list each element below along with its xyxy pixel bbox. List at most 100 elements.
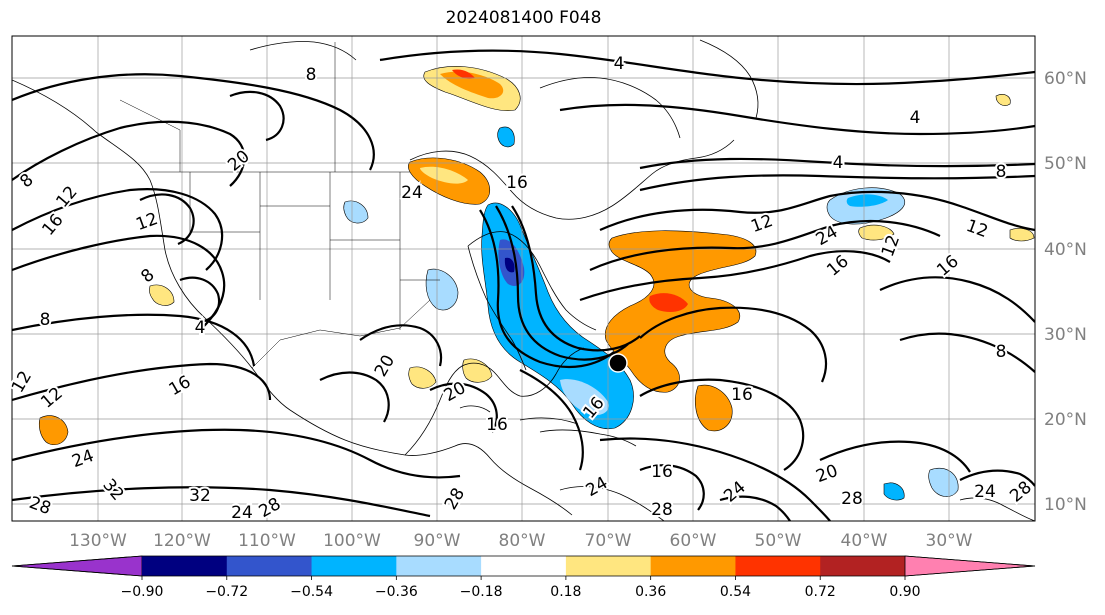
colorbar-tick-label: −0.18 bbox=[460, 584, 503, 600]
contour-label: 24 bbox=[720, 477, 749, 506]
longitude-labels: 130°W 120°W 110°W 100°W 90°W 80°W 70°W 60°W 50°W… bbox=[69, 531, 973, 551]
contour-label: 4 bbox=[833, 153, 844, 173]
contour-label: 12 bbox=[52, 182, 81, 211]
shaded-region bbox=[649, 293, 688, 312]
contour-label: 16 bbox=[506, 173, 528, 193]
colorbar-extend-high bbox=[904, 555, 1036, 577]
shaded-region bbox=[883, 482, 905, 501]
contour-label: 28 bbox=[651, 500, 673, 520]
contour-label: 20 bbox=[441, 378, 470, 406]
contour-label: 20 bbox=[224, 146, 253, 175]
gridlines bbox=[12, 36, 1035, 521]
contour-label: 24 bbox=[813, 222, 842, 250]
contour-label: 24 bbox=[231, 503, 253, 523]
storm-center-marker bbox=[608, 353, 628, 373]
colorbar-segment bbox=[735, 556, 821, 576]
contour-label: 16 bbox=[731, 385, 753, 405]
contour-label: 4 bbox=[614, 54, 625, 74]
longitude-label: 50°W bbox=[755, 531, 802, 551]
contour-label: 8 bbox=[16, 170, 37, 192]
contour-label: 8 bbox=[996, 162, 1007, 182]
shaded-region bbox=[995, 94, 1011, 106]
contour-label: 28 bbox=[256, 494, 285, 522]
longitude-label: 70°W bbox=[585, 531, 632, 551]
contour-label: 8 bbox=[40, 310, 51, 330]
latitude-label: 60°N bbox=[1044, 69, 1087, 89]
colorbar-tick-label: −0.54 bbox=[290, 584, 333, 600]
latitude-labels: 60°N 50°N 40°N 30°N 20°N 10°N bbox=[1044, 69, 1087, 515]
shaded-region bbox=[604, 230, 757, 393]
contour-label: 12 bbox=[748, 211, 775, 237]
contour-label: 24 bbox=[401, 183, 423, 203]
colorbar-tick-label: −0.90 bbox=[121, 584, 164, 600]
contour-label: 8 bbox=[996, 342, 1007, 362]
colorbar-tick-label: −0.36 bbox=[375, 584, 418, 600]
colorbar-tick-label: 0.90 bbox=[889, 584, 920, 600]
colorbar-segment bbox=[226, 556, 313, 576]
colorbar-tick-label: 0.72 bbox=[805, 584, 836, 600]
latitude-label: 40°N bbox=[1044, 240, 1087, 260]
shaded-region bbox=[504, 257, 515, 273]
contour-label: 32 bbox=[98, 475, 127, 504]
colorbar-segment bbox=[820, 556, 906, 576]
latitude-label: 20°N bbox=[1044, 410, 1087, 430]
contour-label: 4 bbox=[910, 108, 921, 128]
shaded-region bbox=[1009, 228, 1035, 242]
contour-label: 24 bbox=[974, 482, 996, 502]
contour-label: 16 bbox=[486, 415, 508, 435]
longitude-label: 30°W bbox=[926, 531, 973, 551]
latitude-label: 50°N bbox=[1044, 154, 1087, 174]
colorbar-tick-labels: −0.90 −0.72 −0.54 −0.36 −0.18 0.18 0.36 0.54 0.7… bbox=[121, 576, 921, 600]
contour-label: 20 bbox=[813, 461, 840, 487]
colorbar-segment bbox=[565, 556, 652, 576]
longitude-label: 80°W bbox=[499, 531, 546, 551]
shaded-region bbox=[928, 468, 959, 497]
shaded-region bbox=[846, 194, 888, 207]
colorbar-tick-label: 0.36 bbox=[635, 584, 666, 600]
shaded-field-layer bbox=[38, 66, 1035, 501]
shaded-region bbox=[343, 200, 369, 224]
contour-label: 4 bbox=[195, 318, 206, 338]
contour-label: 8 bbox=[306, 65, 317, 85]
contour-label: 24 bbox=[583, 473, 612, 501]
contour-label: 16 bbox=[933, 251, 962, 280]
colorbar-segment bbox=[142, 556, 228, 576]
shaded-region bbox=[420, 166, 468, 184]
contour-label: 20 bbox=[371, 352, 399, 381]
colorbar-segment bbox=[396, 556, 482, 576]
colorbar bbox=[11, 555, 1036, 577]
colorbar-extend-low bbox=[11, 555, 143, 577]
shaded-region bbox=[462, 358, 493, 383]
latitude-label: 10°N bbox=[1044, 495, 1087, 515]
contour-lines bbox=[12, 49, 1035, 521]
longitude-label: 110°W bbox=[238, 531, 296, 551]
latitude-label: 30°N bbox=[1044, 325, 1087, 345]
contour-label: 12 bbox=[37, 383, 66, 412]
colorbar-segment bbox=[311, 556, 397, 576]
contour-label: 28 bbox=[441, 485, 469, 514]
longitude-label: 40°W bbox=[841, 531, 888, 551]
longitude-label: 130°W bbox=[69, 531, 127, 551]
contour-label: 12 bbox=[963, 216, 990, 242]
shaded-region bbox=[858, 224, 895, 241]
map-frame bbox=[11, 35, 1036, 522]
shaded-region bbox=[695, 384, 733, 432]
political-borders bbox=[119, 42, 440, 369]
shaded-region bbox=[452, 69, 475, 79]
colorbar-segment bbox=[650, 556, 736, 576]
longitude-label: 90°W bbox=[414, 531, 461, 551]
longitude-label: 120°W bbox=[153, 531, 211, 551]
colorbar-tick-label: 0.18 bbox=[550, 584, 581, 600]
contour-label: 8 bbox=[137, 265, 158, 287]
contour-label: 28 bbox=[841, 489, 863, 509]
contour-label: 16 bbox=[823, 251, 852, 280]
shaded-region bbox=[38, 415, 69, 445]
longitude-label: 60°W bbox=[670, 531, 717, 551]
contour-label: 12 bbox=[133, 209, 160, 235]
contour-label: 16 bbox=[651, 462, 673, 482]
map-title: 2024081400 F048 bbox=[445, 8, 602, 28]
shaded-region bbox=[560, 379, 609, 416]
colorbar-segment bbox=[481, 556, 567, 576]
shaded-region bbox=[408, 366, 437, 389]
